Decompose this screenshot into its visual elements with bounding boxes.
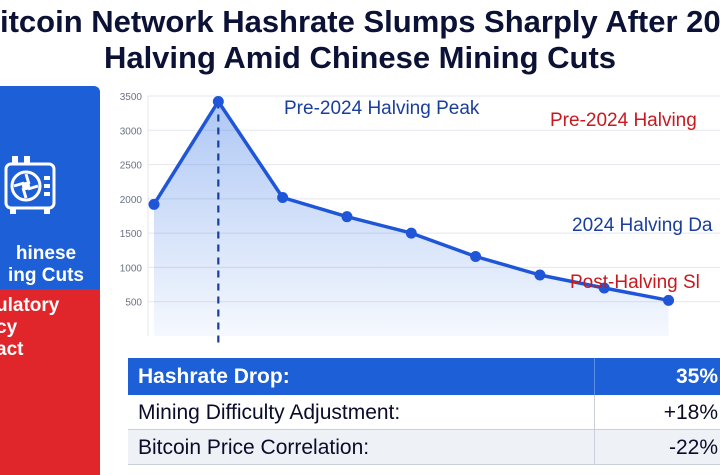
y-tick-label: 3000: [120, 126, 143, 137]
stats-row-hashrate-drop: Hashrate Drop: 35%: [128, 358, 720, 395]
mining-rig-icon: [4, 156, 56, 214]
y-tick-label: 500: [125, 298, 142, 309]
side-bottom-label: ulatory cy act: [0, 295, 59, 361]
data-point-2: [212, 95, 224, 107]
y-tick-label: 3500: [120, 92, 143, 103]
data-point-1: [148, 198, 160, 210]
stats-value-price-correlation: -22%: [668, 436, 718, 459]
annotation-pre-halving-peak: Pre-2024 Halving Peak: [284, 98, 480, 119]
annotation-post-halving: Post-Halving Sl: [570, 272, 700, 293]
y-tick-label: 2000: [120, 195, 143, 206]
stats-label-difficulty: Mining Difficulty Adjustment:: [138, 401, 401, 424]
data-point-8: [598, 282, 610, 294]
headline-line-1: itcoin Network Hashrate Slumps Sharply A…: [0, 4, 720, 39]
stats-value-difficulty: +18%: [663, 401, 718, 424]
data-point-9: [663, 294, 675, 306]
stats-value-hashrate-drop: 35%: [675, 365, 718, 388]
annotation-pre-halving: Pre-2024 Halving: [550, 110, 697, 131]
y-axis-ticks: 500 1000 1500 2000 2500 3000 3500: [120, 92, 143, 309]
column-divider: [594, 358, 595, 395]
stats-row-difficulty: Mining Difficulty Adjustment: +18%: [128, 395, 720, 430]
side-bottom-label-line-1: ulatory: [0, 295, 60, 316]
y-tick-label: 1500: [120, 229, 143, 240]
side-bottom-label-line-3: act: [0, 339, 24, 360]
hashrate-chart: 500 1000 1500 2000 2500 3000 3500 Pre-2024 Hal…: [120, 92, 720, 344]
data-point-6: [470, 250, 482, 262]
side-top-label-line-2: ing Cuts: [8, 265, 84, 286]
data-point-7: [534, 269, 546, 281]
y-tick-label: 1000: [120, 263, 143, 274]
headline: itcoin Network Hashrate Slumps Sharply A…: [0, 4, 720, 76]
stats-label-price-correlation: Bitcoin Price Correlation:: [138, 436, 370, 459]
side-top-label-line-1: hinese: [15, 243, 77, 264]
side-panel-mining-cuts: hinese ing Cuts: [0, 86, 100, 289]
stats-table: Hashrate Drop: 35% Mining Difficulty Adj…: [128, 358, 720, 465]
headline-line-2: Halving Amid Chinese Mining Cuts: [103, 40, 617, 75]
stats-label-hashrate-drop: Hashrate Drop:: [138, 365, 290, 388]
data-points: [148, 95, 675, 306]
side-bottom-label-line-2: cy: [0, 317, 18, 338]
column-divider: [594, 430, 595, 464]
y-tick-label: 2500: [120, 161, 143, 172]
side-panel-regulatory: ulatory cy act: [0, 289, 100, 475]
stats-row-price-correlation: Bitcoin Price Correlation: -22%: [128, 430, 720, 465]
annotation-halving-date: 2024 Halving Da: [572, 215, 713, 236]
data-point-3: [277, 191, 289, 203]
side-top-label: hinese ing Cuts: [0, 243, 98, 287]
data-point-5: [405, 227, 417, 239]
data-point-4: [341, 211, 353, 223]
column-divider: [594, 395, 595, 429]
